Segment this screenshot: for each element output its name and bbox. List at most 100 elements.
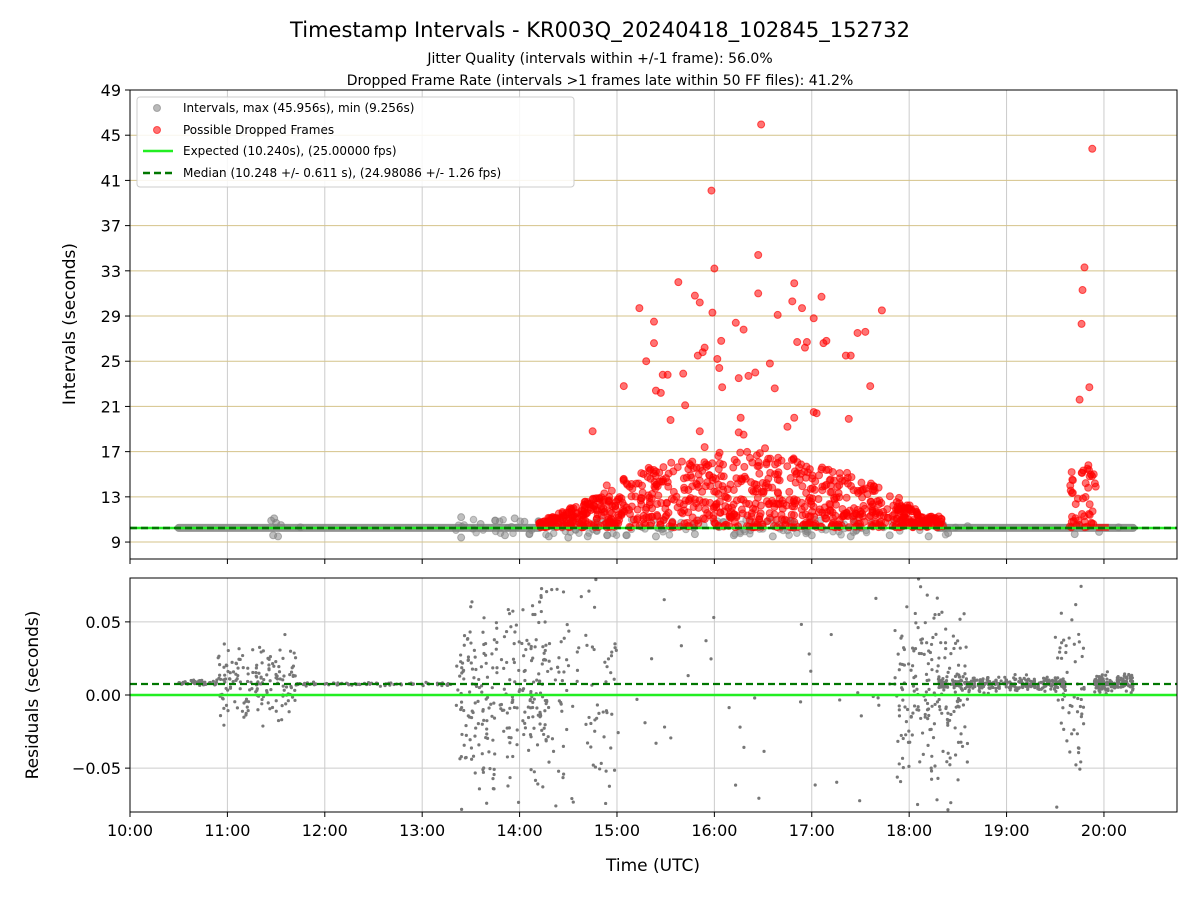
residual-point [246,667,249,670]
residual-point [218,674,221,677]
residual-point [1114,685,1117,688]
dropped-point-52 [813,410,820,417]
residual-point [481,710,484,713]
residual-point [610,713,613,716]
residual-point [235,662,238,665]
residual-point [537,672,540,675]
residual-point [952,647,955,650]
dropped-point-cloud [650,466,657,473]
dropped-point-cloud [838,477,845,484]
residual-point [490,715,493,718]
residual-point [1105,677,1108,680]
legend-item-median: Median (10.248 +/- 0.611 s), (24.98086 +… [183,166,501,180]
residual-point [480,665,483,668]
residual-point [934,633,937,636]
residual-point [1027,678,1030,681]
residual-point [512,658,515,661]
residual-point [1123,680,1126,683]
residual-point [935,670,938,673]
residual-point [527,642,530,645]
residual-point [899,780,902,783]
residual-point [456,688,459,691]
residual-point [980,679,983,682]
dropped-point-cloud [665,483,672,490]
dropped-point-cloud [816,506,823,513]
residual-point [607,657,610,660]
dropped-point-cloud [884,506,891,513]
residual-point [502,667,505,670]
residual-point [936,700,939,703]
residual-point [505,661,508,664]
residual-point [543,727,546,730]
residual-point [940,712,943,715]
residual-point [602,710,605,713]
residual-point [609,746,612,749]
dropped-point-3 [643,358,650,365]
residual-point [921,731,924,734]
residual-point [545,739,548,742]
residual-point [515,623,518,626]
residual-point [957,664,960,667]
residual-point [541,662,544,665]
residual-point [540,610,543,613]
residual-point [1072,728,1075,731]
legend-marker-intervals [154,105,161,112]
dropped-point-59 [854,329,861,336]
residual-point [524,648,527,651]
dropped-point-40 [771,385,778,392]
residual-point [287,699,290,702]
residual-point [540,587,543,590]
dropped-point-cloud [600,498,607,505]
residual-point [482,616,485,619]
dropped-point-cloud [756,516,763,523]
dropped-point-68 [1086,384,1093,391]
dropped-point-cloud [581,506,588,513]
residual-point [557,671,560,674]
residual-point [232,670,235,673]
residual-point [959,647,962,650]
residual-point [613,642,616,645]
residual-point [927,678,930,681]
residual-point [926,702,929,705]
residual-point [482,643,485,646]
residual-point [219,714,222,717]
dropped-point-cloud [687,494,694,501]
dropped-point-cloud [794,459,801,466]
residual-point [489,703,492,706]
residual-point [838,698,841,701]
residual-point [536,782,539,785]
residual-point [274,660,277,663]
dropped-point-cloud [819,483,826,490]
residual-point [961,745,964,748]
residual-point [547,761,550,764]
residual-point [460,808,463,811]
intervals-ytick-label-0: 9 [111,533,121,552]
residual-point [941,750,944,753]
dropped-point-cloud [612,503,619,510]
dropped-point-cloud [658,499,665,506]
residual-point [470,600,473,603]
residual-point [534,779,537,782]
dropped-point-47 [799,305,806,312]
dropped-point-cloud [903,510,910,517]
residual-point [830,633,833,636]
residual-point [1078,640,1081,643]
dropped-point-cloud [655,492,662,499]
residual-point [1127,684,1130,687]
residual-point [956,639,959,642]
residual-point [288,710,291,713]
residual-point [610,654,613,657]
residual-point [930,755,933,758]
residual-point [508,612,511,615]
residual-point [728,706,731,709]
residual-point [587,589,590,592]
residual-point [533,770,536,773]
residual-point [522,654,525,657]
residual-point [938,680,941,683]
dropped-point-cloud [634,515,641,522]
residual-point [292,674,295,677]
residual-point [269,655,272,658]
dropped-point-cloud [1082,480,1089,487]
dropped-point-cloud [850,505,857,512]
dropped-point-cloud [781,516,788,523]
